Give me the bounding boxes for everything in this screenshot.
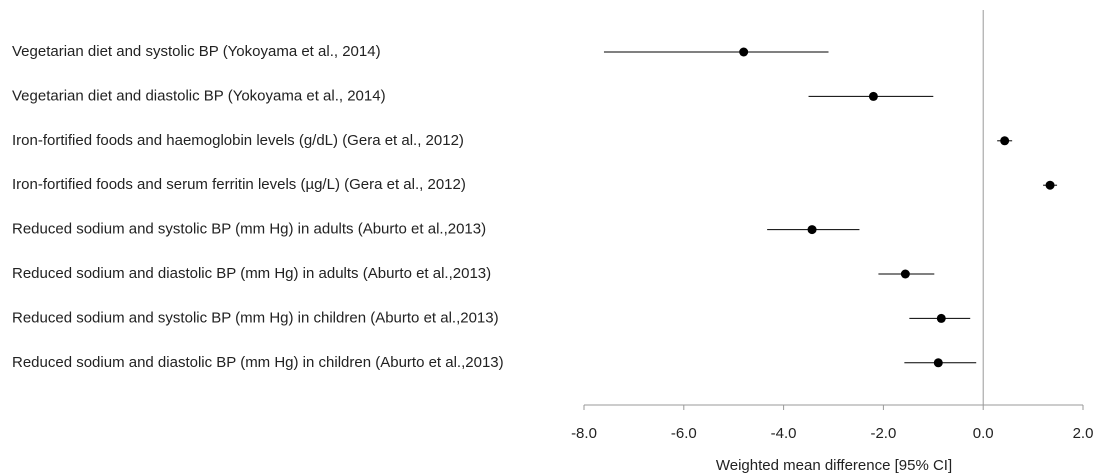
row-label: Iron-fortified foods and haemoglobin lev… (12, 132, 464, 149)
x-axis-title: Weighted mean difference [95% CI] (716, 457, 952, 474)
row-label: Vegetarian diet and diastolic BP (Yokoya… (12, 87, 386, 104)
point-estimate (739, 47, 749, 57)
x-tick-label: -4.0 (771, 425, 797, 442)
point-estimate (807, 225, 817, 235)
row-label: Iron-fortified foods and serum ferritin … (12, 176, 466, 193)
point-estimate (900, 269, 910, 279)
x-tick-label: -8.0 (571, 425, 597, 442)
point-estimate (933, 358, 943, 368)
point-estimate (1045, 180, 1055, 190)
point-estimate (936, 313, 946, 323)
x-tick-label: 2.0 (1073, 425, 1094, 442)
row-label: Reduced sodium and systolic BP (mm Hg) i… (12, 309, 499, 326)
row-label: Vegetarian diet and systolic BP (Yokoyam… (12, 43, 381, 60)
point-estimate (868, 91, 878, 101)
row-label: Reduced sodium and diastolic BP (mm Hg) … (12, 265, 491, 282)
row-label: Reduced sodium and systolic BP (mm Hg) i… (12, 221, 486, 238)
point-estimate (1000, 136, 1010, 146)
x-tick-label: -2.0 (870, 425, 896, 442)
row-label: Reduced sodium and diastolic BP (mm Hg) … (12, 354, 504, 371)
x-tick-label: -6.0 (671, 425, 697, 442)
x-tick-label: 0.0 (973, 425, 994, 442)
